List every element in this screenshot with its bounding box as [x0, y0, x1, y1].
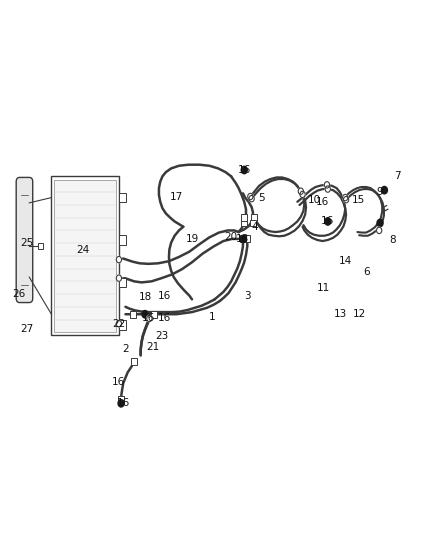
Text: 9: 9 [377, 187, 383, 197]
Text: 16: 16 [238, 165, 251, 175]
Circle shape [142, 311, 148, 318]
Text: 16: 16 [158, 313, 171, 324]
Circle shape [116, 256, 121, 263]
Bar [118, 395, 124, 402]
Circle shape [377, 219, 383, 227]
Text: 8: 8 [389, 235, 396, 245]
Circle shape [116, 320, 121, 327]
Text: 25: 25 [20, 238, 33, 248]
Text: 11: 11 [317, 282, 330, 293]
Circle shape [147, 316, 152, 321]
Text: 16: 16 [316, 197, 329, 207]
Text: 16: 16 [321, 216, 335, 227]
Text: 21: 21 [146, 342, 159, 352]
Bar [244, 236, 251, 243]
Bar [241, 220, 247, 227]
Text: 5: 5 [258, 192, 265, 203]
Text: 22: 22 [112, 319, 126, 329]
Text: 2: 2 [122, 344, 129, 354]
Bar [151, 311, 157, 318]
Circle shape [298, 188, 304, 195]
Bar [38, 243, 43, 249]
Bar [51, 176, 119, 335]
Circle shape [116, 275, 121, 281]
Text: 16: 16 [158, 290, 171, 301]
Text: 19: 19 [185, 234, 199, 244]
Circle shape [241, 166, 247, 174]
Bar [119, 320, 126, 329]
Text: 15: 15 [352, 195, 365, 205]
Bar [54, 180, 116, 332]
Text: 7: 7 [394, 172, 401, 181]
Text: 16: 16 [117, 398, 130, 408]
Bar [250, 220, 256, 227]
Text: 12: 12 [353, 309, 366, 319]
Text: 4: 4 [251, 222, 258, 232]
Text: 16: 16 [142, 313, 155, 324]
Text: 14: 14 [339, 256, 352, 266]
Bar [131, 359, 137, 366]
Circle shape [343, 195, 348, 201]
Bar [119, 235, 126, 245]
Text: 27: 27 [20, 324, 33, 334]
Circle shape [325, 186, 330, 192]
Text: 3: 3 [244, 290, 251, 301]
Text: 23: 23 [155, 332, 168, 342]
Circle shape [324, 182, 329, 188]
Text: 18: 18 [138, 292, 152, 302]
Text: 1: 1 [209, 312, 216, 322]
Text: 16: 16 [111, 377, 125, 387]
Bar [240, 236, 246, 243]
Bar [119, 278, 126, 287]
Text: 24: 24 [77, 245, 90, 255]
Circle shape [325, 217, 331, 225]
Circle shape [249, 196, 254, 202]
Bar [241, 214, 247, 221]
Circle shape [240, 235, 247, 243]
Text: 6: 6 [363, 267, 369, 277]
Circle shape [248, 193, 253, 200]
Text: 13: 13 [333, 309, 346, 319]
Circle shape [377, 227, 382, 233]
Text: 10: 10 [307, 195, 321, 205]
Circle shape [343, 197, 349, 203]
FancyBboxPatch shape [16, 177, 33, 303]
Bar [251, 214, 257, 221]
Bar [119, 193, 126, 203]
Text: 17: 17 [170, 191, 183, 201]
Text: 26: 26 [12, 289, 25, 299]
Bar [130, 311, 136, 318]
Circle shape [381, 187, 388, 194]
Circle shape [118, 400, 124, 407]
Circle shape [300, 191, 305, 198]
Text: 18: 18 [237, 234, 250, 244]
Text: 20: 20 [225, 232, 238, 243]
